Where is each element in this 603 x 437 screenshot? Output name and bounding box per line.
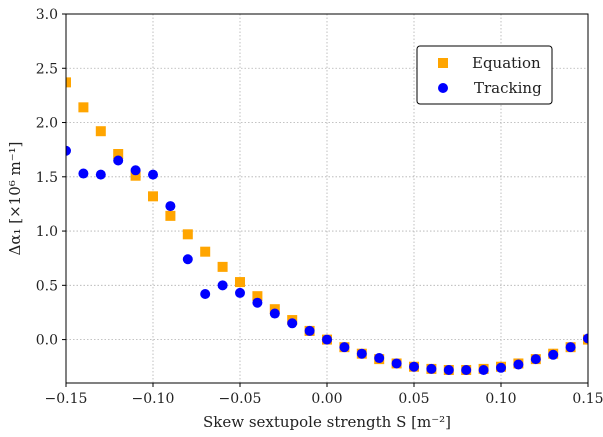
point-equation	[113, 149, 124, 160]
x-tick-label: 0.15	[572, 391, 603, 407]
point-equation	[130, 170, 141, 181]
point-tracking	[322, 334, 332, 345]
point-equation	[95, 126, 106, 137]
y-tick-label: 2.0	[36, 116, 58, 132]
point-tracking	[409, 361, 419, 372]
y-tick-label: 2.5	[36, 61, 58, 77]
point-equation	[66, 77, 71, 88]
x-tick-label: 0.05	[398, 391, 429, 407]
y-tick-label: 1.0	[36, 224, 58, 240]
point-tracking	[148, 169, 158, 180]
x-tick-label: 0.00	[311, 391, 342, 407]
point-tracking	[269, 308, 280, 319]
point-equation	[217, 261, 228, 272]
point-tracking	[426, 363, 437, 374]
point-tracking	[200, 289, 211, 300]
point-tracking	[78, 168, 89, 179]
point-tracking	[496, 362, 506, 373]
y-tick-label: 1.5	[36, 170, 58, 186]
point-tracking	[113, 155, 124, 166]
legend-label-tracking: Tracking	[474, 79, 542, 97]
point-tracking	[443, 364, 454, 375]
point-tracking	[391, 358, 402, 369]
y-axis-ticks: 0.0 0.5 1.0 1.5 2.0 2.5 3.0	[36, 7, 66, 349]
x-tick-label: −0.05	[219, 391, 262, 407]
point-tracking	[339, 342, 350, 353]
point-equation	[200, 246, 211, 257]
point-tracking	[478, 364, 489, 375]
point-tracking	[461, 364, 472, 375]
y-tick-label: 0.0	[36, 333, 58, 349]
point-tracking	[583, 333, 588, 344]
legend-label-equation: Equation	[472, 54, 541, 72]
point-tracking	[217, 280, 228, 291]
point-tracking	[66, 145, 71, 156]
point-tracking	[287, 318, 298, 329]
point-tracking	[565, 342, 576, 353]
x-tick-label: −0.15	[45, 391, 88, 407]
point-equation	[182, 229, 193, 240]
point-equation	[165, 210, 176, 221]
legend: Equation Tracking	[416, 45, 553, 105]
legend-marker-tracking	[438, 83, 448, 93]
x-tick-label: 0.10	[485, 391, 516, 407]
point-tracking	[513, 359, 524, 370]
point-tracking	[252, 297, 263, 308]
point-equation	[252, 291, 263, 302]
y-tick-label: 0.5	[36, 278, 58, 294]
y-tick-label: 3.0	[36, 7, 58, 23]
point-tracking	[304, 325, 315, 336]
point-tracking	[235, 287, 245, 298]
data-points	[66, 77, 588, 375]
y-axis-label: Δα₁ [×10⁶ m⁻¹]	[6, 141, 24, 255]
legend-box	[416, 45, 553, 105]
point-tracking	[530, 354, 541, 365]
x-tick-label: −0.10	[132, 391, 175, 407]
point-tracking	[165, 201, 176, 212]
point-tracking	[182, 254, 193, 265]
point-tracking	[130, 165, 141, 176]
x-axis-ticks: −0.15 −0.10 −0.05 0.00 0.05 0.10 0.15	[45, 383, 603, 407]
series-layer	[66, 77, 588, 375]
legend-marker-equation	[438, 58, 448, 68]
point-tracking	[548, 349, 559, 360]
point-equation	[235, 277, 245, 288]
point-tracking	[374, 353, 385, 364]
point-equation	[148, 191, 158, 202]
point-tracking	[356, 348, 367, 359]
point-tracking	[95, 169, 106, 180]
point-equation	[78, 102, 89, 113]
x-axis-label: Skew sextupole strength S [m⁻²]	[203, 413, 451, 431]
